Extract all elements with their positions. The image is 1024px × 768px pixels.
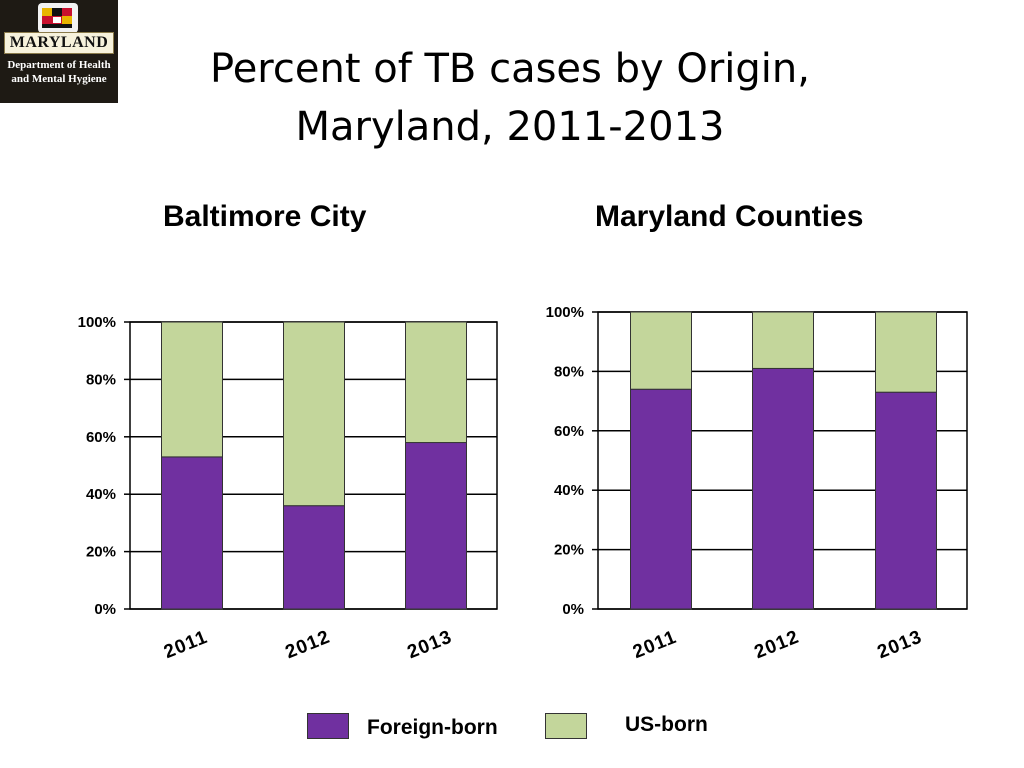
x-tick-label-counties-2011: 2011 [630,627,680,663]
y-tick-label-baltimore-3: 60% [86,429,116,446]
legend-swatch-foreign-born [307,713,349,739]
legend-swatch-us-born [545,713,587,739]
bar-counties-2013-us-born [875,311,937,393]
legend-label-us-born: US-born [625,713,708,736]
x-tick-label-baltimore-2011: 2011 [161,627,211,663]
logo-department: Department of Health and Mental Hygiene [2,58,116,86]
x-tick-label-counties-2012: 2012 [752,626,803,663]
bar-counties-2013-foreign-born [875,391,937,610]
logo-banner: MARYLAND [4,32,114,54]
y-tick-label-counties-2: 40% [554,482,584,499]
y-tick-label-counties-5: 100% [546,304,584,321]
y-tick-label-baltimore-0: 0% [94,601,116,618]
y-tick-label-counties-3: 60% [554,423,584,440]
slide-title: Percent of TB cases by Origin, Maryland,… [120,40,900,156]
bar-counties-2011-us-born [630,311,692,390]
bar-baltimore-2011-us-born [161,321,223,458]
bar-baltimore-2013-foreign-born [405,442,467,610]
title-line1: Percent of TB cases by Origin, [210,46,810,92]
logo-dept-line2: and Mental Hygiene [11,73,107,85]
y-tick-label-baltimore-1: 20% [86,544,116,561]
legend-label-foreign-born: Foreign-born [367,716,498,739]
y-tick-label-baltimore-5: 100% [78,314,116,331]
y-tick-label-counties-0: 0% [562,601,584,618]
bar-baltimore-2012-foreign-born [283,505,345,610]
bar-baltimore-2013-us-born [405,321,467,444]
chart-title-baltimore: Baltimore City [163,200,367,233]
bar-counties-2012-us-born [752,311,814,369]
logo-dept-line1: Department of Health [7,59,111,71]
maryland-dhmh-logo: MARYLAND Department of Health and Mental… [0,0,118,103]
x-tick-label-counties-2013: 2013 [875,626,926,663]
x-tick-label-baltimore-2013: 2013 [405,626,456,663]
bar-baltimore-2011-foreign-born [161,456,223,610]
y-tick-label-baltimore-4: 80% [86,371,116,388]
bar-counties-2011-foreign-born [630,388,692,610]
x-tick-label-baltimore-2012: 2012 [283,626,334,663]
y-tick-label-baltimore-2: 40% [86,486,116,503]
y-tick-label-counties-4: 80% [554,363,584,380]
chart-title-counties: Maryland Counties [595,200,864,233]
y-tick-label-counties-1: 20% [554,542,584,559]
bar-baltimore-2012-us-born [283,321,345,507]
title-line2: Maryland, 2011-2013 [295,104,725,150]
bar-counties-2012-foreign-born [752,367,814,610]
maryland-flag-icon [38,3,78,33]
